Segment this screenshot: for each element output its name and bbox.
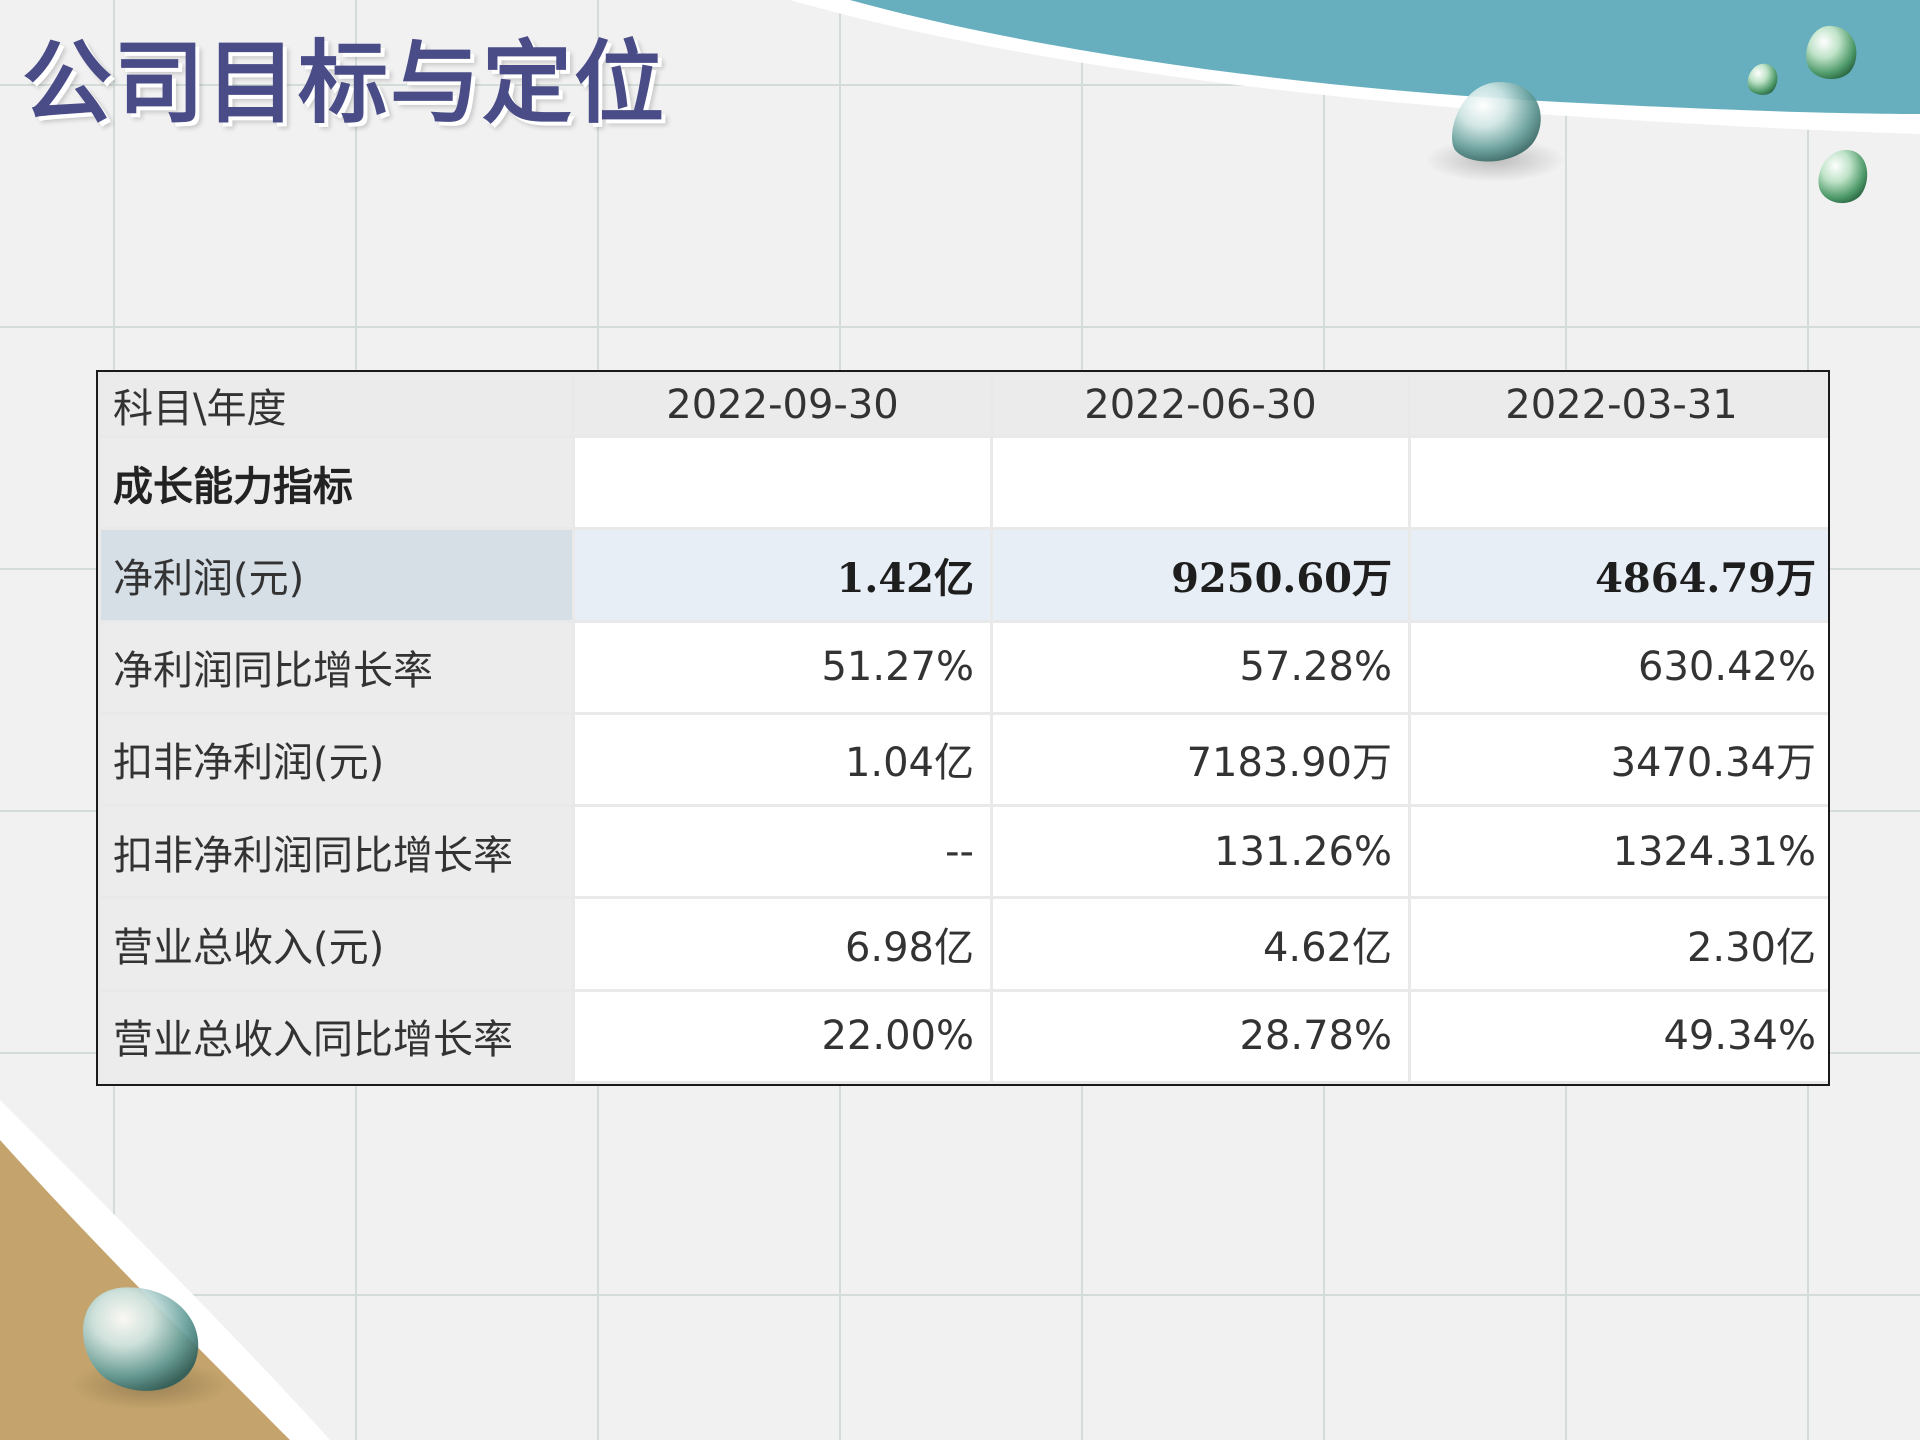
table-row-section: 成长能力指标 [98, 434, 1828, 531]
row-label: 净利润(元) [98, 527, 575, 623]
row-label: 营业总收入(元) [98, 896, 575, 992]
water-drop-icon [70, 1287, 230, 1410]
table-row-highlighted: 净利润(元) 1.42亿 9250.60万 4864.79万 [98, 527, 1828, 623]
cell-value [1408, 434, 1828, 531]
cell-value [572, 434, 993, 531]
row-label: 扣非净利润(元) [98, 711, 575, 808]
column-header-subject: 科目\年度 [98, 372, 575, 438]
row-label: 净利润同比增长率 [98, 619, 575, 715]
table-header-row: 科目\年度 2022-09-30 2022-06-30 2022-03-31 [98, 372, 1828, 438]
column-header-date: 2022-03-31 [1408, 372, 1828, 438]
row-label: 营业总收入同比增长率 [98, 988, 575, 1084]
water-drop-icon [1806, 25, 1857, 80]
cell-value: 51.27% [572, 619, 993, 715]
water-drop-icon [1747, 63, 1778, 95]
table-row: 扣非净利润同比增长率 -- 131.26% 1324.31% [98, 804, 1828, 900]
table-row: 净利润同比增长率 51.27% 57.28% 630.42% [98, 619, 1828, 715]
cell-value: 4.62亿 [990, 896, 1411, 992]
gold-wave-shape [0, 1140, 290, 1440]
financial-indicators-table: 科目\年度 2022-09-30 2022-06-30 2022-03-31 成… [98, 372, 1828, 1084]
cell-value: 28.78% [990, 988, 1411, 1084]
table-row: 营业总收入(元) 6.98亿 4.62亿 2.30亿 [98, 896, 1828, 992]
row-label: 成长能力指标 [98, 434, 575, 531]
cell-value: 4864.79万 [1408, 527, 1828, 623]
cell-value: 7183.90万 [990, 711, 1411, 808]
cell-value: 49.34% [1408, 988, 1828, 1084]
cell-value: -- [572, 804, 993, 900]
cell-value: 131.26% [990, 804, 1411, 900]
table-row: 扣非净利润(元) 1.04亿 7183.90万 3470.34万 [98, 711, 1828, 808]
water-drop-icon [1818, 150, 1868, 204]
column-header-date: 2022-09-30 [572, 372, 993, 438]
column-header-date: 2022-06-30 [990, 372, 1411, 438]
cell-value: 3470.34万 [1408, 711, 1828, 808]
table-row: 营业总收入同比增长率 22.00% 28.78% 49.34% [98, 988, 1828, 1084]
financial-table-panel: 科目\年度 2022-09-30 2022-06-30 2022-03-31 成… [96, 370, 1830, 1086]
teal-wave-shape [850, 0, 1920, 114]
water-drop-icon [1425, 82, 1565, 182]
cell-value: 630.42% [1408, 619, 1828, 715]
cell-value: 22.00% [572, 988, 993, 1084]
cell-value: 1.04亿 [572, 711, 993, 808]
cell-value: 1324.31% [1408, 804, 1828, 900]
cell-value: 1.42亿 [572, 527, 993, 623]
cell-value: 57.28% [990, 619, 1411, 715]
cell-value [990, 434, 1411, 531]
slide-title: 公司目标与定位 [22, 31, 666, 136]
cell-value: 2.30亿 [1408, 896, 1828, 992]
row-label: 扣非净利润同比增长率 [98, 804, 575, 900]
cell-value: 6.98亿 [572, 896, 993, 992]
cell-value: 9250.60万 [990, 527, 1411, 623]
